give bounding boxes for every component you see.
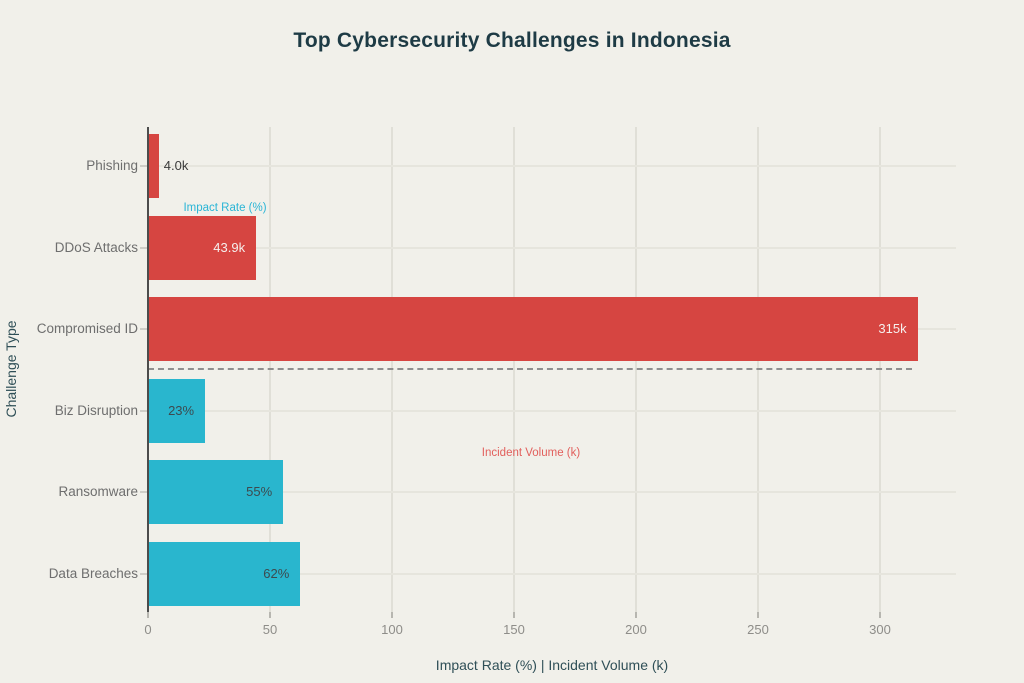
- y-tick: [140, 165, 147, 167]
- y-tick: [140, 409, 147, 412]
- x-tick: [391, 612, 393, 618]
- y-tick: [140, 328, 147, 331]
- x-axis-label: Impact Rate (%) | Incident Volume (k): [435, 657, 669, 673]
- y-tick: [140, 246, 147, 249]
- value-label-biz-disruption: 23%: [168, 402, 195, 418]
- value-label-ddos-attacks: 43.9k: [213, 239, 246, 255]
- x-tick: [757, 612, 759, 618]
- horizontal-gridline: [148, 491, 956, 494]
- horizontal-gridline: [148, 573, 956, 575]
- horizontal-gridline: [148, 246, 956, 249]
- x-tick-label-250: 250: [747, 622, 769, 637]
- horizontal-gridline: [148, 165, 956, 167]
- y-tick: [140, 491, 147, 494]
- category-label-compromised-id: Compromised ID: [36, 321, 138, 337]
- bar-data-breaches: [149, 542, 301, 606]
- x-tick: [635, 612, 637, 618]
- bar-phishing: [149, 134, 159, 198]
- bar-biz-disruption: [149, 378, 206, 443]
- category-label-ddos-attacks: DDoS Attacks: [54, 239, 138, 255]
- x-tick-label-100: 100: [381, 622, 403, 637]
- x-tick: [513, 612, 515, 618]
- value-label-compromised-id: 315k: [878, 321, 907, 337]
- value-label-phishing: 4.0k: [163, 158, 189, 173]
- value-label-data-breaches: 62%: [263, 566, 290, 581]
- x-tick-label-200: 200: [625, 622, 647, 637]
- category-label-phishing: Phishing: [86, 158, 138, 173]
- horizontal-gridline: [148, 409, 956, 412]
- value-label-ransomware: 55%: [246, 484, 273, 500]
- y-axis-label: Challenge Type: [3, 320, 19, 418]
- x-tick: [879, 612, 881, 618]
- category-label-ransomware: Ransomware: [58, 484, 138, 500]
- bar-ransomware: [149, 460, 284, 525]
- x-tick-label-50: 50: [262, 622, 278, 637]
- x-tick-label-300: 300: [869, 622, 891, 637]
- annotation-incident-volume: Incident Volume (k): [481, 447, 581, 459]
- separator-line: [148, 368, 912, 370]
- annotation-impact-rate: Impact Rate (%): [183, 202, 267, 214]
- chart-title: Top Cybersecurity Challenges in Indonesi…: [293, 29, 731, 52]
- x-tick-label-0: 0: [144, 622, 152, 637]
- x-tick-label-150: 150: [503, 622, 525, 637]
- x-tick: [147, 612, 149, 618]
- bar-ddos-attacks: [149, 215, 257, 280]
- category-label-data-breaches: Data Breaches: [48, 566, 138, 581]
- x-tick: [269, 612, 271, 618]
- y-tick: [140, 573, 147, 575]
- bar-compromised-id: [149, 297, 918, 362]
- category-label-biz-disruption: Biz Disruption: [54, 402, 138, 418]
- y-axis-line: [147, 127, 149, 618]
